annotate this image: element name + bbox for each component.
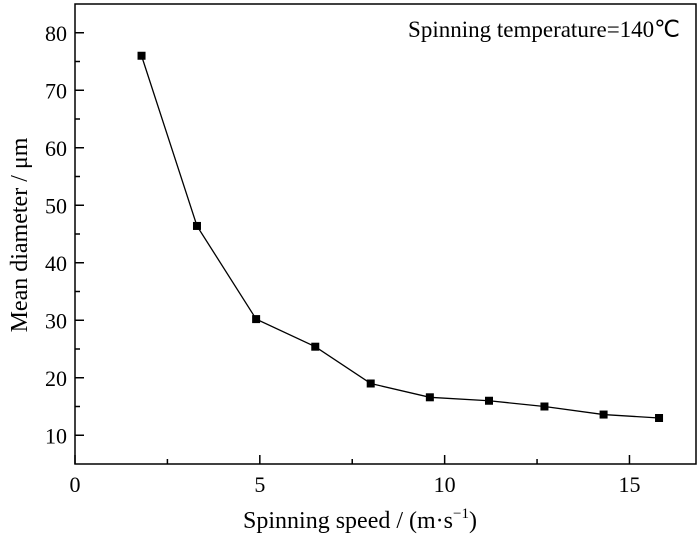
y-tick-label: 20 [45,366,67,391]
data-point [366,379,375,388]
data-point [311,342,320,351]
x-tick-label: 15 [618,472,640,497]
data-point [599,410,608,419]
y-axis-label: Mean diameter / μm [7,137,33,332]
x-axis: 0 5 10 15 [70,455,640,497]
y-tick-label: 60 [45,136,67,161]
data-point [540,402,549,411]
y-tick-label: 10 [45,423,67,448]
x-tick-label: 10 [434,472,456,497]
plot-frame [74,3,697,465]
data-point [252,315,261,324]
x-axis-label-superscript: −1 [453,506,469,522]
y-tick-label: 40 [45,251,67,276]
data-point [425,393,434,402]
chart-annotation: Spinning temperature=140℃ [408,17,680,42]
x-axis-label-end: ) [469,508,477,534]
y-tick-label: 50 [45,193,67,218]
data-point [192,221,201,230]
data-point [655,414,664,422]
y-tick-label: 30 [45,308,67,333]
x-tick-label: 0 [70,472,81,497]
data-point [137,51,146,60]
x-tick-label: 5 [254,472,265,497]
y-axis: 10 20 30 40 50 60 70 80 [45,21,84,448]
y-tick-label: 80 [45,21,67,46]
data-series [137,51,664,422]
x-axis-label: Spinning speed / (m·s−1) [243,506,477,534]
series-line [140,55,660,419]
x-axis-label-main: Spinning speed / (m·s [243,508,453,534]
data-point [485,396,493,405]
y-tick-label: 70 [45,78,67,103]
